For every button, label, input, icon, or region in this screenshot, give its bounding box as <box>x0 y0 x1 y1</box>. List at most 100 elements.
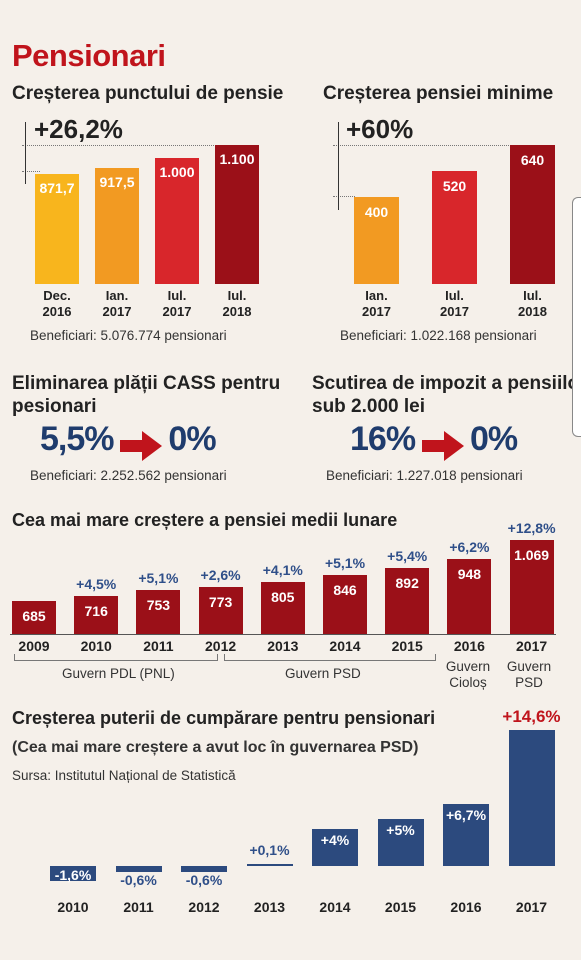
bar-value-label: +5% <box>386 822 415 839</box>
pension-point-beneficiaries: Beneficiari: 5.076.774 pensionari <box>30 328 227 343</box>
cass-from-rate: 5,5% <box>40 420 114 458</box>
bar <box>115 866 162 872</box>
cass-title-line1: Eliminarea plății CASS pentru <box>12 373 281 394</box>
change-label: +4,1% <box>262 561 303 578</box>
min-pension-growth-bracket <box>338 122 339 210</box>
x-tick-label: 2011 <box>143 638 174 654</box>
purchasing-subtitle: (Cea mai mare creștere a avut loc în guv… <box>12 739 419 756</box>
gov-psd-bracket <box>224 654 436 661</box>
pension-point-base-guide <box>22 171 40 172</box>
x-tick-label: 2013 <box>253 899 286 915</box>
bar-value-label: 805 <box>271 588 295 605</box>
x-tick-label: 2014 <box>329 638 361 654</box>
change-label: +12,8% <box>507 520 556 536</box>
change-label: +5,1% <box>324 555 366 572</box>
bar-value-label: 892 <box>395 574 419 591</box>
x-tick-label: 2016 <box>450 899 482 915</box>
arrow-right-icon <box>421 430 464 461</box>
x-tick-label: 2011 <box>123 899 154 915</box>
cass-rate-change: 5,5% 0% <box>40 420 217 461</box>
bar <box>50 866 96 881</box>
bar-value-label: +14,6% <box>502 707 561 726</box>
gov-pdl-bracket <box>14 654 218 661</box>
cass-title-line2: pesionari <box>12 396 97 417</box>
x-tick-label: Ian. 2017 <box>102 288 132 319</box>
bar-value-label: 948 <box>457 566 482 583</box>
gov-ciolos-line1: Guvern <box>445 659 491 674</box>
bar <box>198 586 243 634</box>
arrow-right-icon <box>119 430 162 461</box>
bar-value-label: 640 <box>520 152 545 168</box>
bar <box>377 819 424 866</box>
bar <box>385 567 430 634</box>
bar-value-label: 1.100 <box>219 151 255 167</box>
bar-value-label: -0,6% <box>185 872 223 888</box>
bar-value-label: 917,5 <box>99 174 135 191</box>
x-tick-label: Iul. 2017 <box>440 288 469 319</box>
purchasing-source: Sursa: Institutul Național de Statistică <box>12 768 236 783</box>
x-tick-label: 2016 <box>453 638 485 654</box>
bar-value-label: 1.069 <box>514 547 550 563</box>
pension-point-growth: +26,2% <box>34 114 123 144</box>
bar <box>432 171 477 284</box>
bar <box>155 157 199 284</box>
change-label: +5,4% <box>387 547 428 564</box>
gov-ciolos-label: Guvern Cioloș <box>436 659 500 691</box>
gov-psd2-line1: Guvern <box>506 659 552 674</box>
bar-value-label: +4% <box>320 831 350 848</box>
page-title: Pensionari <box>12 38 166 73</box>
change-label: +5,1% <box>138 569 179 586</box>
x-tick-label: Dec. 2016 <box>42 288 72 319</box>
scrollbar[interactable] <box>572 197 581 437</box>
bar-value-label: -0,6% <box>120 872 157 888</box>
x-tick-label: 2010 <box>80 638 112 654</box>
gov-pdl-label: Guvern PDL (PNL) <box>62 666 175 681</box>
x-tick-label: 2015 <box>384 899 417 915</box>
gov-psd2-line2: PSD <box>515 675 543 690</box>
bar-value-label: -1,6% <box>54 867 92 883</box>
x-tick-label: Ian. 2017 <box>362 288 391 319</box>
bar <box>74 595 119 634</box>
bar <box>508 730 555 866</box>
cass-beneficiaries: Beneficiari: 2.252.562 pensionari <box>30 468 227 483</box>
x-tick-label: Iul. 2018 <box>222 288 252 319</box>
bar <box>510 145 555 284</box>
x-tick-label: Iul. 2017 <box>162 288 192 319</box>
bar <box>354 197 399 284</box>
x-tick-label: 2013 <box>267 638 299 654</box>
bar <box>95 168 139 284</box>
x-tick-label: 2012 <box>188 899 220 915</box>
gov-psd-label: Guvern PSD <box>285 666 361 681</box>
bar <box>323 575 367 634</box>
tax-rate-change: 16% 0% <box>350 420 518 461</box>
bar-value-label: +0,1% <box>249 842 290 858</box>
bar <box>136 589 181 634</box>
bar-value-label: 1.000 <box>159 163 195 180</box>
bar <box>260 581 305 634</box>
change-label: +2,6% <box>200 566 241 583</box>
bar-value-label: 520 <box>442 178 467 195</box>
min-pension-beneficiaries: Beneficiari: 1.022.168 pensionari <box>340 328 537 343</box>
tax-beneficiaries: Beneficiari: 1.227.018 pensionari <box>326 468 523 483</box>
bar-value-label: 846 <box>333 582 357 599</box>
min-pension-growth: +60% <box>346 114 414 144</box>
bar <box>181 866 227 872</box>
bar-value-label: 400 <box>364 204 389 221</box>
bar-value-label: 773 <box>208 593 233 610</box>
bar-value-label: 871,7 <box>39 179 75 196</box>
bar-value-label: 716 <box>84 602 108 619</box>
x-tick-label: 2009 <box>18 638 50 654</box>
tax-title-line1: Scutirea de impozit a pensiilor <box>312 373 581 394</box>
min-pension-title: Creșterea pensiei minime <box>323 83 554 104</box>
bar <box>246 864 293 866</box>
bar-value-label: +6,7% <box>445 806 487 823</box>
x-tick-label: 2017 <box>516 638 548 654</box>
tax-title-line2: sub 2.000 lei <box>312 396 426 417</box>
tax-to-rate: 0% <box>469 420 518 458</box>
change-label: +6,2% <box>449 539 490 556</box>
x-tick-label: 2015 <box>391 638 423 654</box>
pension-point-title: Creșterea punctului de pensie <box>12 83 284 104</box>
bar <box>35 173 79 284</box>
x-axis-line <box>10 634 556 635</box>
bar-value-label: 753 <box>146 596 171 613</box>
